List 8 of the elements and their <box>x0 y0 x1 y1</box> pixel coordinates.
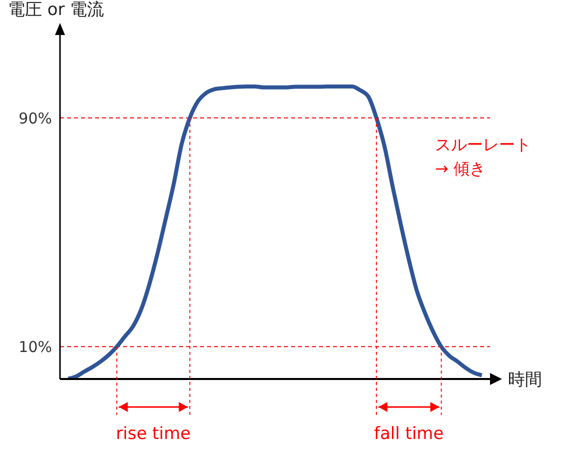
y-axis-title: 電圧 or 電流 <box>8 0 104 20</box>
annotation: スルーレート → 傾き <box>435 135 531 178</box>
x-axis-title: 時間 <box>508 370 542 390</box>
line-series <box>66 84 484 379</box>
y-tick-label: 90% <box>18 109 52 128</box>
y-tick-label: 10% <box>18 338 52 356</box>
text: rise time <box>116 424 191 444</box>
text: fall time <box>374 424 444 444</box>
